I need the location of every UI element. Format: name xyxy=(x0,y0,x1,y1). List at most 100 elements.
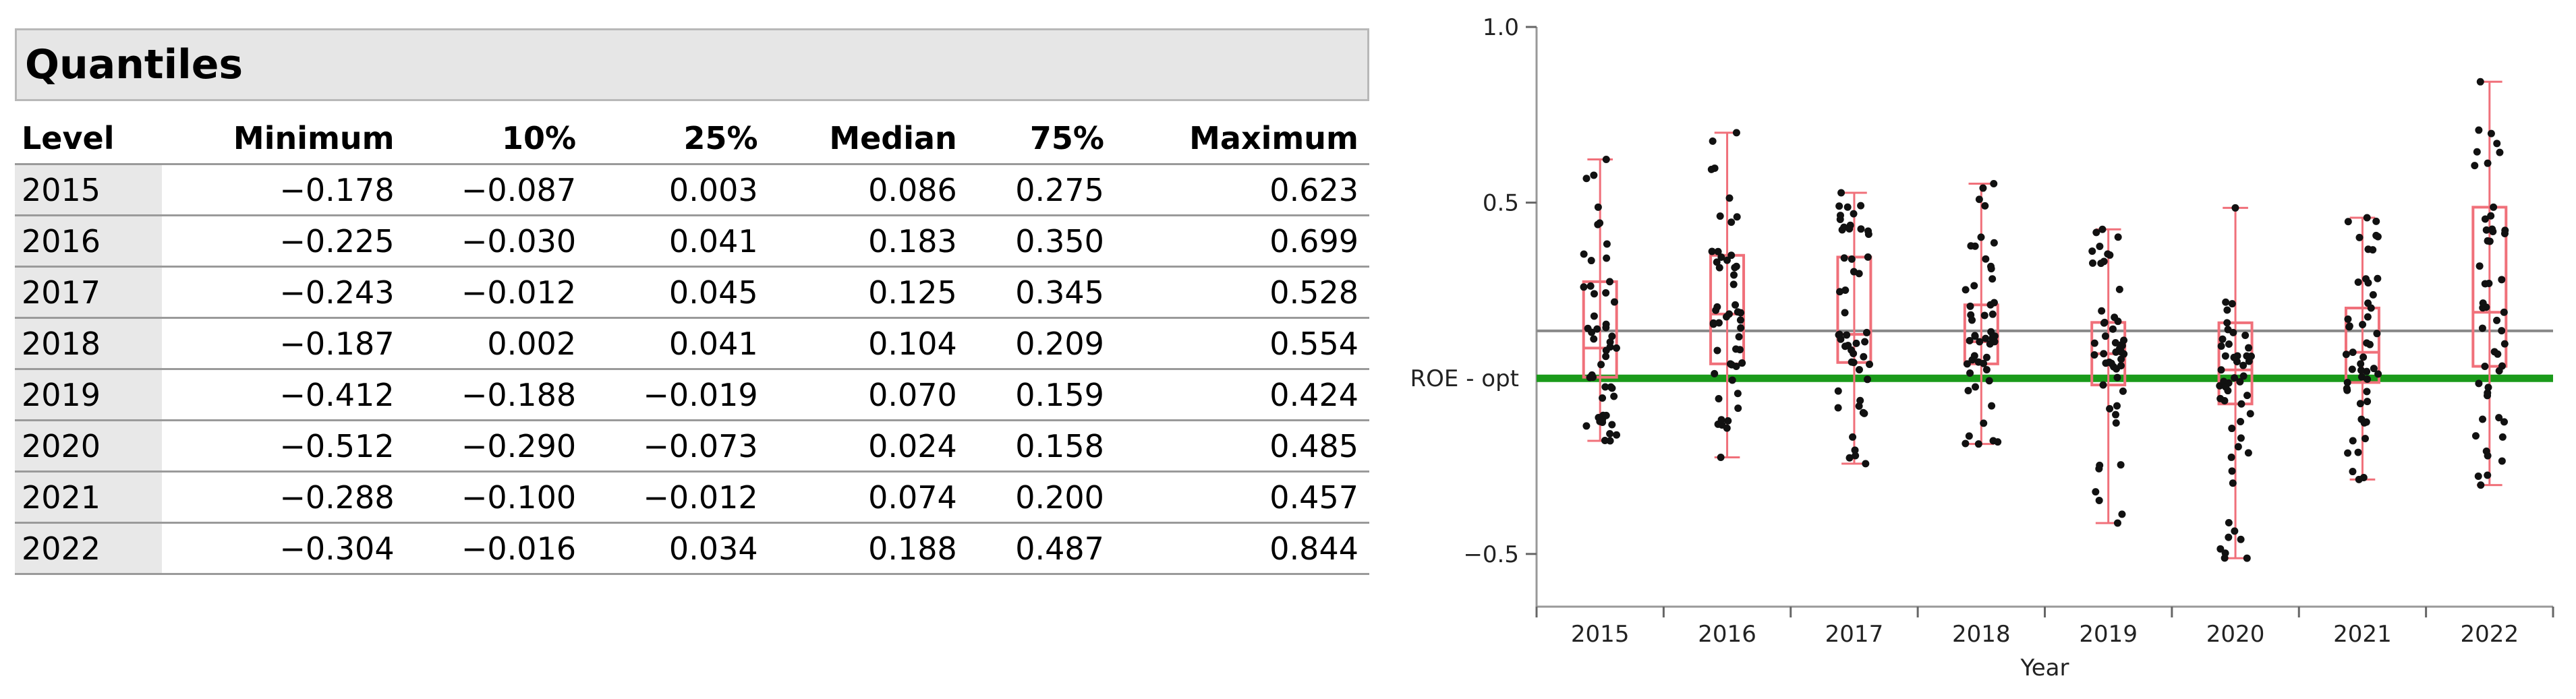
data-point xyxy=(1864,375,1872,384)
value-cell: 0.209 xyxy=(967,317,1115,370)
value-cell: 0.024 xyxy=(768,420,968,473)
data-point xyxy=(1988,402,1996,410)
data-point xyxy=(2349,348,2357,357)
data-point xyxy=(1845,454,1854,462)
value-cell: 0.034 xyxy=(587,522,769,575)
quantiles-header[interactable]: Quantiles xyxy=(15,28,1369,101)
data-point xyxy=(2219,335,2227,343)
data-point xyxy=(1848,255,1856,263)
data-point xyxy=(1715,395,1723,403)
data-point xyxy=(2370,365,2378,373)
data-point xyxy=(1730,271,1738,279)
data-point xyxy=(1736,316,1744,324)
data-point xyxy=(1728,376,1736,384)
column-header: 25% xyxy=(587,113,769,165)
data-point xyxy=(2487,129,2495,138)
data-point xyxy=(1723,256,1731,264)
data-point xyxy=(2343,384,2351,392)
value-cell: −0.512 xyxy=(161,420,405,473)
value-cell: −0.030 xyxy=(405,215,588,268)
data-point xyxy=(2374,370,2382,378)
data-point xyxy=(1988,310,1997,318)
data-point xyxy=(1732,345,1740,353)
data-point xyxy=(1734,404,1742,413)
data-point xyxy=(2493,316,2501,324)
data-point xyxy=(2498,457,2506,465)
value-cell: 0.003 xyxy=(587,164,769,216)
data-point xyxy=(2374,274,2382,282)
level-cell: 2021 xyxy=(15,471,162,524)
data-point xyxy=(2243,554,2251,562)
data-point xyxy=(2360,419,2368,427)
data-point xyxy=(1966,302,1974,310)
data-point xyxy=(2217,342,2225,350)
data-point xyxy=(1731,301,1740,309)
data-point xyxy=(1602,155,1610,163)
value-cell: 0.350 xyxy=(967,215,1115,268)
data-point xyxy=(2372,231,2380,239)
data-point xyxy=(2225,518,2233,526)
data-point xyxy=(2096,243,2104,251)
data-point xyxy=(2117,362,2125,370)
data-point xyxy=(1597,361,1605,369)
data-point xyxy=(1860,409,1868,417)
data-point xyxy=(2364,375,2372,384)
data-point xyxy=(2115,285,2123,293)
data-point xyxy=(1837,189,1845,197)
data-point xyxy=(1732,262,1740,270)
data-point xyxy=(2487,212,2495,220)
data-point xyxy=(1964,386,1972,394)
data-point xyxy=(1834,404,1842,412)
data-point xyxy=(2245,344,2253,352)
data-point xyxy=(2098,307,2106,315)
value-cell: 0.699 xyxy=(1114,215,1369,268)
data-point xyxy=(2228,425,2236,433)
value-cell: 0.045 xyxy=(587,266,769,319)
data-point xyxy=(2225,533,2233,541)
x-tick-label: 2018 xyxy=(1952,621,2011,648)
value-cell: −0.243 xyxy=(161,266,405,319)
data-point xyxy=(1725,194,1734,202)
data-point xyxy=(2482,447,2490,455)
data-point xyxy=(2362,275,2370,283)
data-point xyxy=(1582,175,1591,183)
data-point xyxy=(1963,360,1971,368)
value-cell: 0.200 xyxy=(967,471,1115,524)
data-point xyxy=(2471,432,2480,440)
y-tick-label: −0.5 xyxy=(1463,541,1519,568)
data-point xyxy=(1588,371,1596,379)
data-point xyxy=(1974,358,1982,366)
data-point xyxy=(2373,330,2381,338)
data-point xyxy=(2488,225,2496,233)
data-point xyxy=(2244,449,2252,457)
data-point xyxy=(2474,473,2482,481)
data-point xyxy=(1608,421,1616,429)
x-tick-label: 2020 xyxy=(2206,621,2265,648)
data-point xyxy=(1990,299,1998,307)
data-point xyxy=(2118,510,2126,518)
data-point xyxy=(1724,417,1732,425)
value-cell: 0.345 xyxy=(967,266,1115,319)
data-point xyxy=(1966,336,1974,344)
data-point xyxy=(2348,365,2356,373)
data-point xyxy=(2342,351,2350,359)
data-point xyxy=(1737,309,1745,317)
data-point xyxy=(2216,545,2225,553)
data-point xyxy=(1866,361,1874,369)
data-point xyxy=(1862,328,1870,336)
data-point xyxy=(1834,387,1842,395)
data-point xyxy=(1714,247,1722,255)
data-point xyxy=(1840,254,1848,262)
value-cell: 0.485 xyxy=(1114,420,1369,473)
data-point xyxy=(2106,404,2114,413)
data-point xyxy=(2359,473,2368,481)
data-point xyxy=(1593,325,1601,333)
column-header: Minimum xyxy=(161,113,405,165)
value-cell: 0.070 xyxy=(768,369,968,421)
data-point xyxy=(1990,179,1998,187)
data-point xyxy=(1985,377,1993,385)
value-cell: 0.275 xyxy=(967,164,1115,216)
column-header: 75% xyxy=(967,113,1115,165)
value-cell: −0.225 xyxy=(161,215,405,268)
data-point xyxy=(2113,373,2121,382)
